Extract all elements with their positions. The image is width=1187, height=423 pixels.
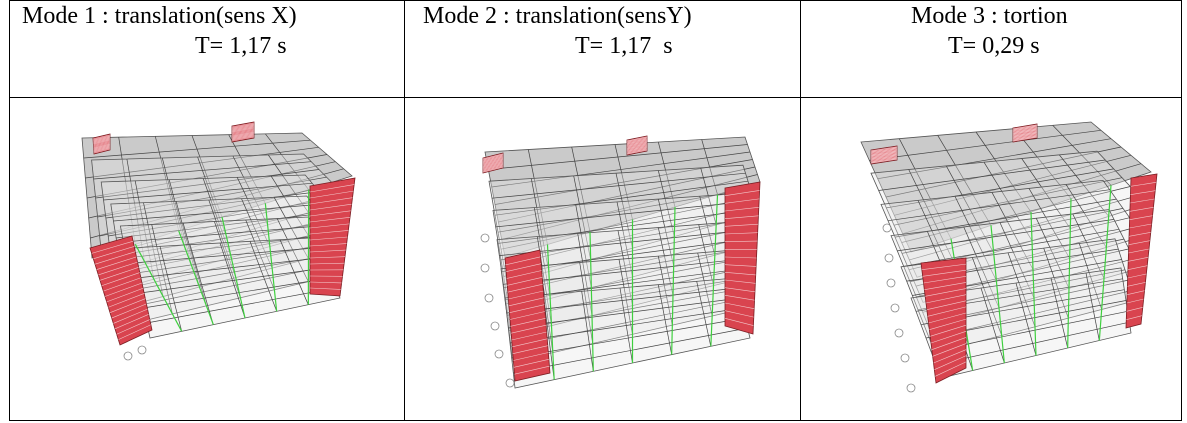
- mode-2-image-cell: [405, 98, 801, 421]
- mode-3-period: T= 0,29 s: [801, 31, 1181, 61]
- image-row: [10, 98, 1182, 421]
- mode-1-image-cell: [10, 98, 405, 421]
- building-deformed-mode-1-image: [10, 98, 405, 423]
- mode-2-title: Mode 2 : translation(sensY): [405, 1, 800, 31]
- mode-3-header: Mode 3 : tortion T= 0,29 s: [801, 1, 1182, 98]
- building-deformed-mode-3-image: [801, 98, 1182, 423]
- mode-1-header: Mode 1 : translation(sens X) T= 1,17 s: [10, 1, 405, 98]
- mode-3-image-cell: [801, 98, 1182, 421]
- modal-analysis-table: Mode 1 : translation(sens X) T= 1,17 s M…: [9, 0, 1182, 421]
- mode-2-header: Mode 2 : translation(sensY) T= 1,17 s: [405, 1, 801, 98]
- mode-1-title: Mode 1 : translation(sens X): [10, 1, 404, 31]
- building-deformed-mode-2-image: [405, 98, 801, 423]
- mode-1-period: T= 1,17 s: [10, 31, 404, 61]
- mode-2-period: T= 1,17 s: [405, 31, 800, 61]
- mode-3-title: Mode 3 : tortion: [801, 1, 1181, 31]
- header-row: Mode 1 : translation(sens X) T= 1,17 s M…: [10, 1, 1182, 98]
